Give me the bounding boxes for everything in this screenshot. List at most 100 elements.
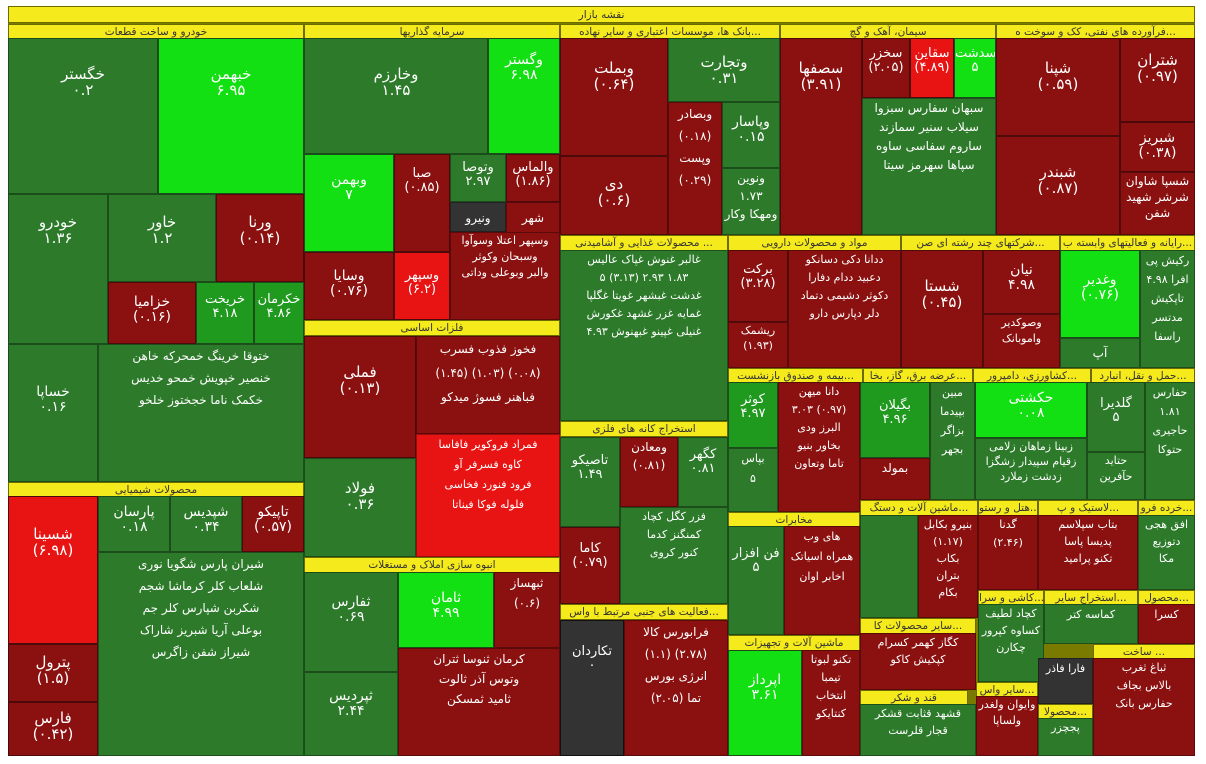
sector-header-pharma[interactable]: مواد و محصولات دارویی: [728, 235, 901, 251]
stock-tile-minor[interactable]: فارا فاذر: [1038, 658, 1093, 704]
sector-header-transport[interactable]: حمل و نقل، انبارد...: [1091, 368, 1195, 384]
sector-header-mining[interactable]: استخراج کانه های فلزی: [560, 421, 728, 437]
stock-tile-vsepehr[interactable]: وسپهر (۶.۲): [394, 252, 450, 320]
stock-tile-minor[interactable]: ثبهساز (۰.۶): [494, 572, 560, 648]
stock-tile-minor[interactable]: ختوقا خرینگ خمحرکه خاهن خنصیر خپویش خمحو …: [98, 344, 304, 482]
stock-tile-shepna[interactable]: شپنا (۰.۵۹): [996, 38, 1120, 136]
stock-tile-khavar[interactable]: خاور ۱.۲: [108, 194, 216, 282]
sector-header-retail[interactable]: خرده فرو...: [1138, 500, 1195, 516]
sector-header-metal[interactable]: فلزات اساسی: [304, 320, 560, 336]
stock-tile-minor[interactable]: حفارس ۱.۸۱ حاجیری حتوکا: [1145, 382, 1195, 500]
sector-header-tile[interactable]: کاشی و سرا...: [978, 590, 1044, 606]
stock-tile-vghadir[interactable]: نیان ۴.۹۸: [983, 250, 1060, 314]
stock-tile-minor[interactable]: وایوان ولغدر ولساپا: [976, 696, 1038, 756]
stock-tile-tapiko[interactable]: تاپیکو (۰.۵۷): [242, 496, 304, 552]
sector-header-it[interactable]: رایانه و فعالیتهای وابسته ب...: [1060, 235, 1195, 251]
stock-tile-vsaya[interactable]: وسایا (۰.۷۶): [304, 252, 394, 320]
sector-header-multi[interactable]: شرکتهای چند رشته ای صن...: [901, 235, 1060, 251]
stock-tile-vkharazm[interactable]: وخارزم ۱.۴۵: [304, 38, 488, 154]
stock-tile-minor[interactable]: بمولد: [860, 458, 930, 500]
stock-tile-bgilan[interactable]: بگیلان ۴.۹۶: [860, 382, 930, 458]
stock-tile-vgostar[interactable]: وگستر ۶.۹۸: [488, 38, 560, 154]
sector-header-equip[interactable]: ماشین آلات و تجهیزات: [728, 635, 860, 651]
stock-tile-shebriz[interactable]: شبریز (۰.۳۸): [1120, 122, 1195, 172]
stock-tile-shebandar[interactable]: شبندر (۰.۸۷): [996, 136, 1120, 235]
sector-header-cement[interactable]: سیمان، آهک و گچ: [780, 24, 996, 40]
stock-tile-minor[interactable]: کگاز کهمر کسرام کپکیش کاکو: [860, 633, 976, 690]
stock-tile-sedasht[interactable]: سدشت ۵: [954, 38, 996, 98]
stock-tile-minor[interactable]: قشهد قثابت قشکر قجار قلرست: [860, 704, 976, 756]
stock-tile-parsan[interactable]: پارسان ۰.۱۸: [98, 496, 170, 552]
stock-tile-shetran[interactable]: شتران (۰.۹۷): [1120, 38, 1195, 122]
stock-tile-minor[interactable]: ریشمک (۱.۹۳): [728, 322, 788, 368]
stock-tile-khkerman[interactable]: خکرمان ۴.۸۶: [254, 282, 304, 344]
stock-tile-barekat[interactable]: برکت (۳.۲۸): [728, 250, 788, 322]
stock-tile-khbahman[interactable]: خبهمن ۶.۹۵: [158, 38, 304, 194]
stock-tile-minor[interactable]: کچاد لطیف کساوه کپرور چکارن: [978, 604, 1044, 682]
sector-header-fund[interactable]: بیمه و صندوق بازنشست...: [728, 368, 863, 384]
stock-tile-minor[interactable]: فزر کگل کچاد کمنگنز کدما کنور کروی: [620, 507, 728, 604]
stock-tile-takardan[interactable]: تکاردان ۰: [560, 620, 624, 756]
sector-header-bank[interactable]: بانک ها، موسسات اعتباری و سایر نهاده...: [560, 24, 780, 40]
sector-header-realestate[interactable]: انبوه سازی املاک و مستغلات: [304, 557, 560, 573]
stock-tile-minor[interactable]: افق هجی دتوزیع مکا: [1138, 515, 1195, 590]
stock-tile-minor[interactable]: های وب همراه اسیاتک اخابر اوان: [784, 526, 860, 635]
stock-tile-saba[interactable]: صبا (۰.۸۵): [394, 154, 450, 252]
sector-header-plastic[interactable]: لاستیک و پ...: [1038, 500, 1138, 516]
sector-header-build[interactable]: ساخت ...: [1093, 644, 1195, 660]
sector-header-nonmetal[interactable]: استخراج سایر...: [1044, 590, 1138, 606]
sector-header-misc[interactable]: محصول...: [1138, 590, 1195, 606]
stock-tile-khgostar[interactable]: خگستر ۰.۲: [8, 38, 158, 194]
stock-tile-goldira[interactable]: اپرداز ۳.۶۱: [728, 650, 802, 756]
stock-tile-minor[interactable]: ثباغ ثغرب بالاس بجاف حفارس بانک: [1093, 658, 1195, 756]
stock-tile-minor[interactable]: بتاب سپلاسم پدیسا پاسا تکنو پرامید: [1038, 515, 1138, 590]
stock-tile-minor[interactable]: فمراد فروکویر فافاسا کاوه فسرفر آو فرود فن…: [416, 434, 560, 557]
stock-tile-fameli[interactable]: فملی (۰.۱۳): [304, 336, 416, 458]
stock-tile-vbemellat[interactable]: وبملت (۰.۶۴): [560, 38, 668, 156]
stock-tile-shepdis[interactable]: شپدیس ۰.۳۴: [170, 496, 242, 552]
stock-tile-separdis[interactable]: ثپردیس ۲.۴۴: [304, 672, 398, 756]
stock-tile-minor[interactable]: حتاید حآفرین: [1087, 452, 1145, 500]
stock-tile-kharikht[interactable]: خریخت ۴.۱۸: [196, 282, 254, 344]
stock-tile-nayan[interactable]: [860, 515, 918, 618]
stock-tile-minor[interactable]: مبین بپیدما بزاگر بجهر: [930, 382, 975, 500]
sector-header-food[interactable]: محصولات غذایی و آشامیدنی ...: [560, 235, 728, 251]
stock-tile-minor[interactable]: دانا میهن ۳.۰۳ (۰.۹۷) البرز ودی بخاور بنیو ت…: [778, 382, 860, 512]
stock-tile-dey[interactable]: دی (۰.۶): [560, 156, 668, 235]
stock-tile-vtejarat[interactable]: وتجارت ۰.۳۱: [668, 38, 780, 102]
stock-tile-vniro[interactable]: ونیرو: [450, 202, 506, 232]
stock-tile-kowsar[interactable]: کوثر ۴.۹۷: [728, 382, 778, 448]
stock-tile-tasiko[interactable]: تاصیکو ۱.۴۹: [560, 437, 620, 527]
stock-tile-sekhazar[interactable]: سخزر (۲.۰۵): [862, 38, 910, 98]
stock-tile-minor[interactable]: بنیرو بکابل (۱.۱۷) بکاب بتران بکام: [918, 515, 978, 618]
stock-tile-minor[interactable]: بپاس ۵: [728, 448, 778, 512]
stock-tile-khazamia[interactable]: خزامیا (۰.۱۶): [108, 282, 196, 344]
stock-tile-minor[interactable]: وبصادر (۰.۱۸) وپست (۰.۲۹): [668, 102, 722, 235]
stock-tile-minor[interactable]: شسپا شاوان شرشر شهید شفن: [1120, 172, 1195, 235]
stock-tile-aprdaz[interactable]: فن افزار ۵: [728, 526, 784, 635]
stock-tile-vpasar[interactable]: وپاسار ۰.۱۵: [722, 102, 780, 168]
stock-tile-zkowsar[interactable]: حکشتی ۰.۰۸: [975, 382, 1087, 438]
stock-tile-shasta[interactable]: شستا (۰.۴۵): [901, 250, 983, 368]
stock-tile-minor[interactable]: آپ: [1060, 338, 1140, 368]
stock-tile-valmas[interactable]: والماس (۱.۸۶): [506, 154, 560, 202]
sector-header-finaux[interactable]: فعالیت های جنبی مرتبط با واس...: [560, 604, 728, 620]
stock-tile-minor[interactable]: پجچزر: [1038, 718, 1093, 756]
stock-tile-khsapa[interactable]: خساپا ۰.۱۶: [8, 344, 98, 482]
stock-tile-foulad[interactable]: فولاد ۰.۳۶: [304, 458, 416, 557]
stock-tile-fanafzar[interactable]: وغدیر (۰.۷۶): [1060, 250, 1140, 338]
stock-tile-seghayen[interactable]: سقاین (۴.۸۹): [910, 38, 954, 98]
stock-tile-minor[interactable]: فخوز فذوب فسرب (۱.۴۵) (۱.۰۳) (۰.۰۸) فباهنر…: [416, 336, 560, 434]
sector-header-invest[interactable]: سرمایه گذاریها: [304, 24, 560, 40]
stock-tile-minor[interactable]: ومعادن (۰.۸۱): [620, 437, 678, 507]
stock-tile-saman[interactable]: ثامان ۴.۹۹: [398, 572, 494, 648]
stock-tile-minor[interactable]: ددانا دکی دسانکو دعبید ددام دفارا دکوثر دش…: [788, 250, 901, 368]
stock-tile-hakeshti[interactable]: گلدیرا ۵: [1087, 382, 1145, 452]
stock-tile-sesfaha[interactable]: سصفها (۳.۹۱): [780, 38, 862, 235]
stock-tile-kegohar[interactable]: کگهر ۰.۸۱: [678, 437, 728, 507]
stock-tile-minor[interactable]: زبینا زماهان زلامی زقیام سپیدار زشگزا زدشت…: [975, 438, 1087, 500]
stock-tile-minor[interactable]: کسرا: [1138, 604, 1195, 644]
stock-tile-minor[interactable]: کرمان ثنوسا ثتران وتوس آذر ثالوت ثامید ثمس…: [398, 648, 560, 756]
stock-tile-fars[interactable]: فارس (۰.۴۲): [8, 702, 98, 756]
stock-tile-petrol[interactable]: پترول (۱.۵): [8, 644, 98, 702]
